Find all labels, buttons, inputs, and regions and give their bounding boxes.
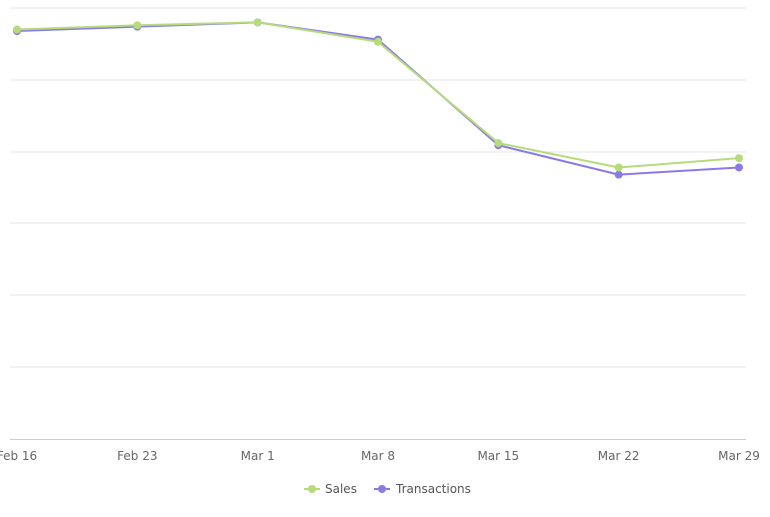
x-tick-label: Mar 15 (477, 449, 519, 463)
data-point-transactions[interactable] (735, 163, 743, 172)
legend-swatch-marker (308, 485, 316, 493)
data-point-sales[interactable] (374, 37, 382, 46)
x-tick-labels: Feb 16 Feb 23 Mar 1 Mar 8 Mar 15 Mar 22 Mar 29 (0, 449, 760, 463)
x-tick-label: Mar 8 (361, 449, 395, 463)
legend-swatch-marker (378, 485, 386, 493)
x-tick-label: Mar 22 (598, 449, 640, 463)
x-tick-label: Mar 29 (718, 449, 760, 463)
data-point-sales[interactable] (494, 139, 503, 148)
x-tick-label: Mar 1 (241, 449, 275, 463)
x-tick-label: Feb 16 (0, 449, 37, 463)
data-point-sales[interactable] (735, 154, 743, 163)
data-point-transactions[interactable] (614, 170, 623, 179)
legend-item-transactions[interactable]: Transactions (374, 482, 471, 496)
data-point-sales[interactable] (133, 21, 142, 30)
data-point-sales[interactable] (13, 25, 21, 34)
legend-item-sales[interactable]: Sales (304, 482, 357, 496)
gridlines (10, 7, 746, 368)
legend-label: Sales (325, 482, 357, 496)
data-point-sales[interactable] (253, 18, 262, 27)
series-sales (13, 18, 743, 172)
data-point-sales[interactable] (614, 163, 623, 172)
legend[interactable]: Sales Transactions (304, 482, 471, 496)
x-tick-label: Feb 23 (117, 449, 157, 463)
series-group (13, 18, 743, 179)
legend-label: Transactions (395, 482, 471, 496)
